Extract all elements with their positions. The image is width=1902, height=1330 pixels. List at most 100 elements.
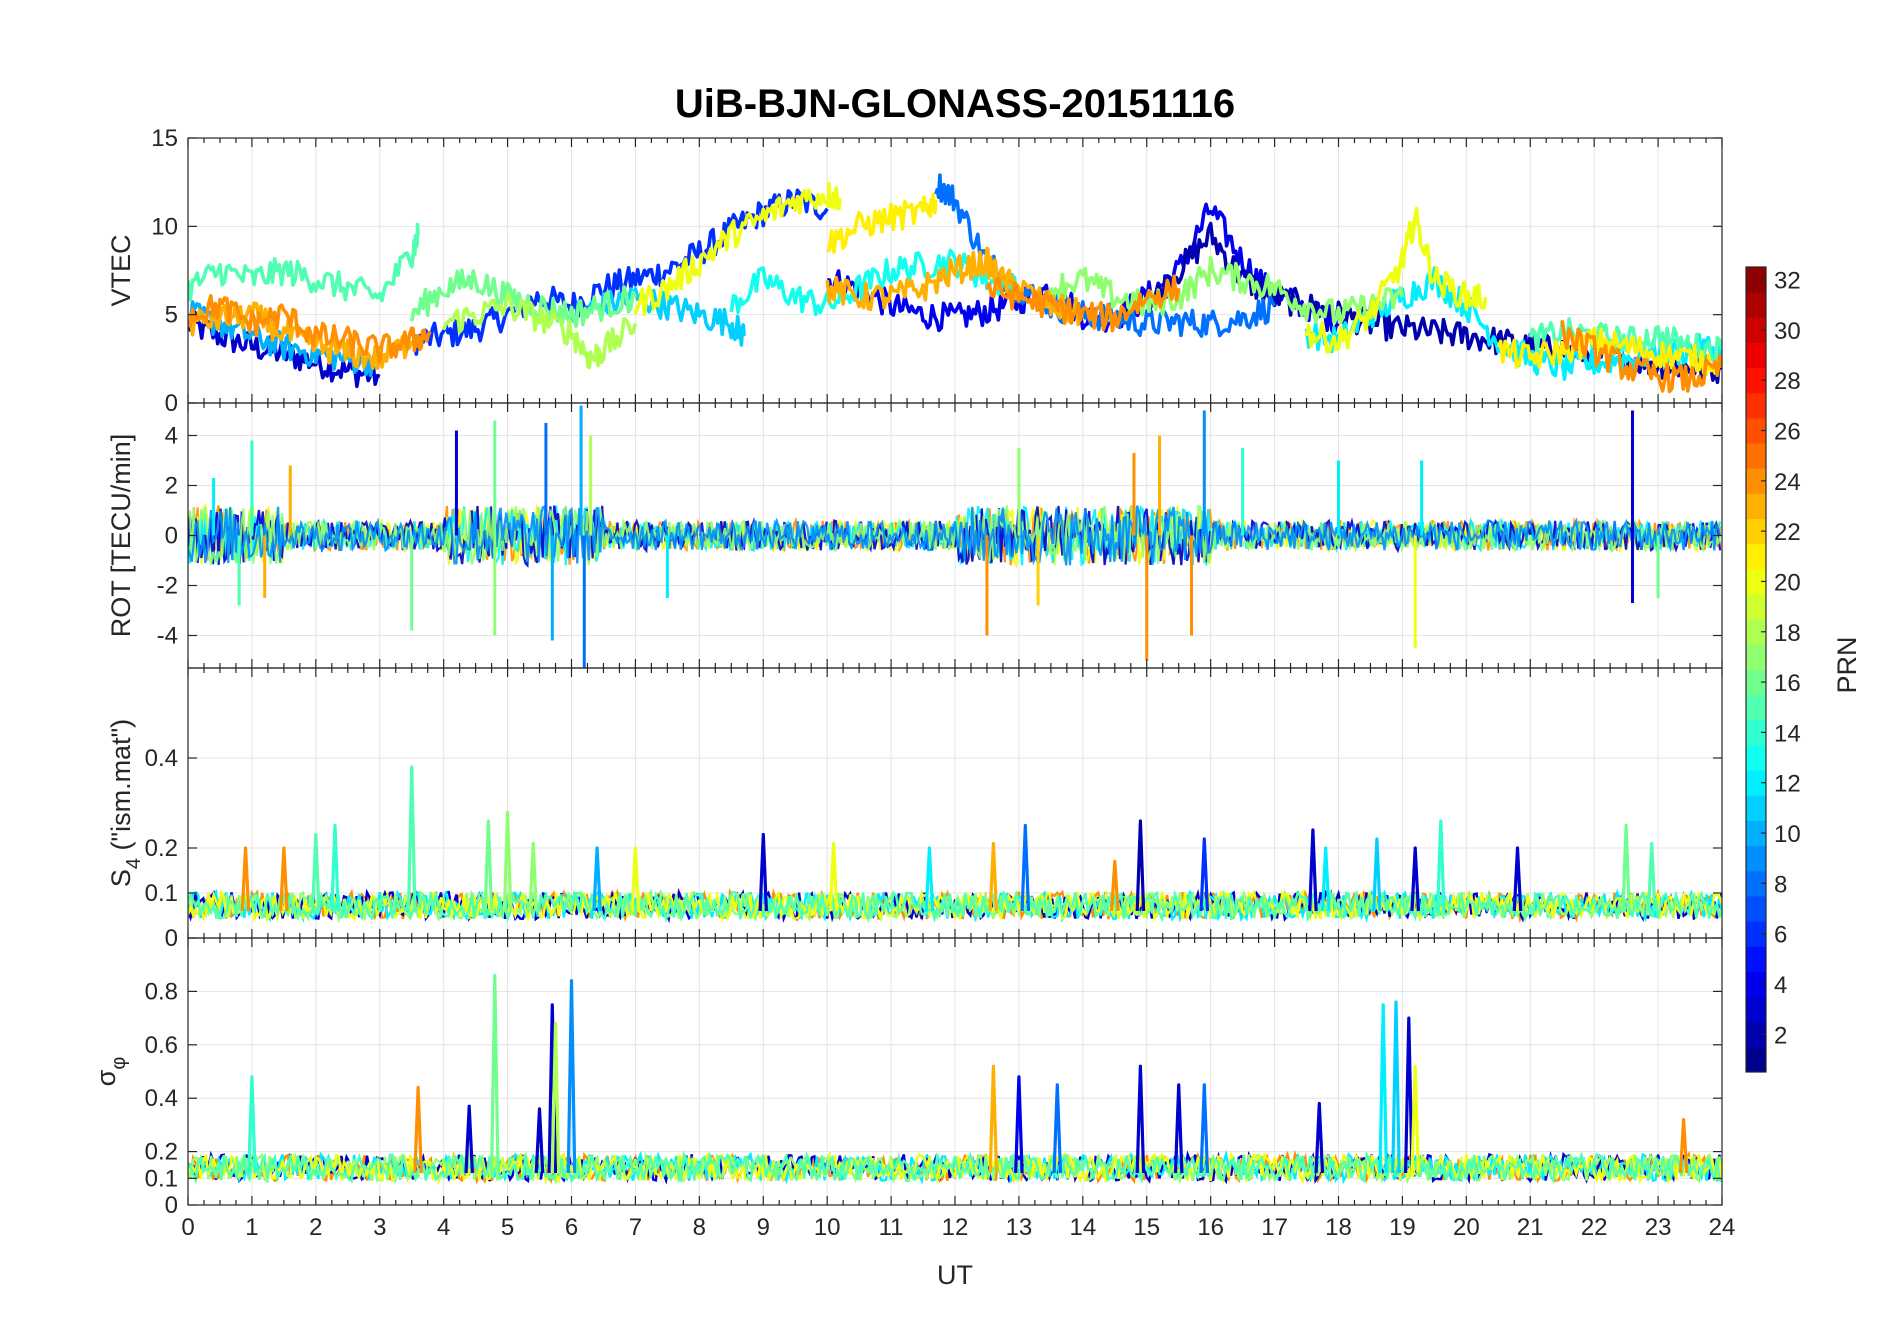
peak-mark [1512, 846, 1523, 912]
colorbar-segment [1746, 543, 1766, 570]
peak-mark [550, 1021, 561, 1174]
x-tick-label: 9 [757, 1214, 770, 1241]
colorbar-segment [1746, 870, 1766, 897]
y-tick-label: 5 [165, 302, 178, 329]
y-axis-label: VTEC [106, 234, 136, 306]
y-tick-label: 10 [151, 213, 178, 240]
panel-1: 0 5 10 15 VTEC [106, 125, 1723, 417]
x-tick-label: 4 [437, 1214, 450, 1241]
peak-mark [1320, 846, 1331, 912]
peak-mark [1110, 859, 1120, 912]
colorbar-segment [1746, 317, 1766, 343]
series-line-prn-17 [1049, 256, 1405, 325]
y-axis-label-sub: 4 [123, 858, 145, 869]
x-tick-label: 19 [1389, 1214, 1416, 1241]
colorbar-segment [1746, 694, 1766, 721]
peak-mark [502, 810, 513, 912]
peak-mark [1020, 823, 1031, 912]
colorbar-segment [1746, 594, 1766, 620]
colorbar-tick-label: 8 [1774, 871, 1787, 898]
colorbar-label: PRN [1832, 636, 1862, 693]
colorbar-segment [1746, 619, 1766, 645]
peak-mark [464, 1104, 474, 1174]
peak-mark [279, 846, 289, 912]
peak-mark [406, 765, 417, 912]
series-line-prn-15 [188, 222, 420, 303]
colorbar-segment [1746, 292, 1766, 318]
x-tick-label: 20 [1453, 1214, 1480, 1241]
y-tick-label: 15 [151, 125, 178, 152]
peak-mark [1378, 1003, 1388, 1174]
y-tick-label: 0.1 [145, 880, 178, 907]
x-tick-label: 2 [309, 1214, 322, 1241]
x-tick-label: 0 [181, 1214, 194, 1241]
colorbar-tick-label: 24 [1774, 469, 1801, 496]
colorbar-tick-label: 10 [1774, 821, 1801, 848]
colorbar-tick-label: 20 [1774, 569, 1801, 596]
peak-mark [1314, 1101, 1325, 1174]
noise-trace-prn-15 [188, 1150, 1722, 1185]
y-tick-label: 0.2 [145, 835, 178, 862]
peak-mark [1436, 819, 1446, 912]
peak-mark [1404, 1016, 1414, 1174]
peak-mark [528, 841, 538, 912]
colorbar-tick-label: 28 [1774, 368, 1801, 395]
y-tick-label: 2 [165, 473, 178, 500]
series-line-prn-18 [442, 292, 638, 370]
y-tick-label: 4 [165, 423, 178, 450]
colorbar-segment [1746, 644, 1766, 670]
noise-trace-prn-17 [188, 503, 1722, 566]
peak-mark [1135, 819, 1146, 912]
noise-trace-prn-20 [188, 887, 1722, 923]
noise-trace-prn-9 [188, 504, 1722, 566]
peak-mark [924, 846, 935, 912]
series-group [188, 173, 1722, 394]
x-tick-label: 6 [565, 1214, 578, 1241]
colorbar-frame [1745, 266, 1767, 1073]
x-tick-label: 7 [629, 1214, 642, 1241]
peak-mark [758, 832, 768, 912]
peak-mark [1678, 1118, 1689, 1174]
y-tick-label: 0 [165, 390, 178, 417]
series-group [188, 765, 1722, 924]
colorbar-segment [1746, 443, 1766, 469]
colorbar-segment [1746, 971, 1766, 998]
colorbar-segment [1746, 1046, 1766, 1073]
panel-4: 00.10.2 0.4 0.6 0.8 σφ [91, 937, 1723, 1219]
series-line-prn-21 [826, 192, 938, 254]
x-tick-label: 16 [1197, 1214, 1224, 1241]
colorbar-segment [1746, 468, 1766, 494]
y-tick-label: 0.4 [145, 1085, 178, 1112]
series-line-prn-20 [633, 181, 842, 316]
colorbar-segment [1746, 795, 1766, 821]
noise-trace-prn-15 [188, 888, 1722, 924]
colorbar-segment [1746, 820, 1766, 847]
peak-mark [1308, 828, 1318, 912]
colorbar-tick-label: 16 [1774, 670, 1801, 697]
y-tick-label: 0 [165, 523, 178, 550]
colorbar-segment [1746, 518, 1766, 545]
colorbar-tick-label: 22 [1774, 519, 1801, 546]
colorbar-segment [1746, 669, 1766, 696]
peak-mark [1372, 837, 1382, 912]
y-axis-label: S4 ("ism.mat") [106, 719, 145, 887]
x-tick-label: 24 [1709, 1214, 1736, 1241]
peak-mark [1173, 1083, 1184, 1174]
y-axis-label: σφ [91, 1057, 130, 1087]
series-group [188, 405, 1722, 668]
x-tick-label: 10 [814, 1214, 841, 1241]
x-tick-label: 21 [1517, 1214, 1544, 1241]
y-axis-label-rest: ("ism.mat") [106, 719, 136, 858]
y-tick-label: 0 [165, 1192, 178, 1219]
peak-mark [1199, 1083, 1210, 1174]
peak-mark [566, 979, 577, 1174]
colorbar-segment [1746, 342, 1766, 369]
colorbar-segment [1746, 568, 1766, 595]
y-axis-label-sub: φ [108, 1057, 130, 1070]
peak-mark [592, 846, 602, 912]
x-tick-label: 1 [245, 1214, 258, 1241]
colorbar-segment [1746, 417, 1766, 444]
colorbar-segment [1746, 996, 1766, 1023]
